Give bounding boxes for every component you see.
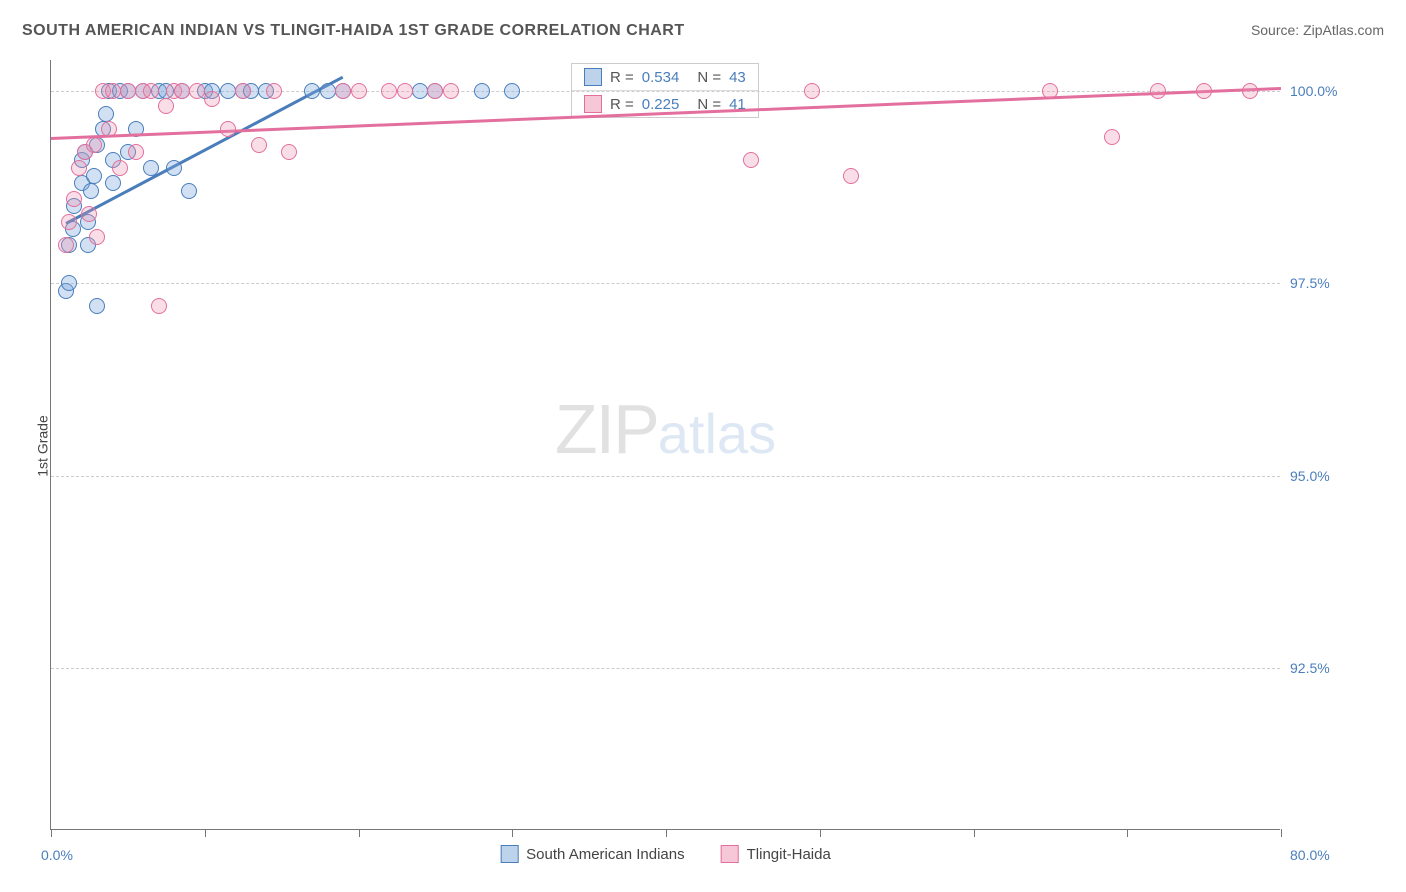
data-point-s2 (427, 83, 443, 99)
watermark: ZIPatlas (555, 389, 776, 469)
r-value-s2: 0.225 (642, 96, 680, 113)
series-name-s2: Tlingit-Haida (747, 846, 831, 863)
x-tick (666, 829, 667, 837)
data-point-s2 (443, 83, 459, 99)
data-point-s2 (235, 83, 251, 99)
data-point-s2 (1104, 129, 1120, 145)
data-point-s2 (1196, 83, 1212, 99)
data-point-s2 (1150, 83, 1166, 99)
data-point-s2 (86, 137, 102, 153)
data-point-s2 (174, 83, 190, 99)
x-axis-min-label: 0.0% (41, 847, 73, 863)
watermark-right: atlas (658, 402, 776, 465)
data-point-s1 (166, 160, 182, 176)
data-point-s2 (220, 121, 236, 137)
x-tick (820, 829, 821, 837)
r-label: R = (610, 96, 634, 113)
x-tick (205, 829, 206, 837)
data-point-s1 (61, 275, 77, 291)
data-point-s2 (143, 83, 159, 99)
chart-title: SOUTH AMERICAN INDIAN VS TLINGIT-HAIDA 1… (22, 22, 685, 40)
watermark-left: ZIP (555, 390, 658, 468)
swatch-s2-icon (721, 845, 739, 863)
data-point-s1 (89, 298, 105, 314)
legend-row-s1: R = 0.534 N = 43 (572, 64, 758, 90)
data-point-s1 (320, 83, 336, 99)
data-point-s2 (266, 83, 282, 99)
data-point-s2 (71, 160, 87, 176)
data-point-s2 (804, 83, 820, 99)
data-point-s2 (66, 191, 82, 207)
data-point-s2 (381, 83, 397, 99)
data-point-s2 (58, 237, 74, 253)
y-tick-label: 97.5% (1290, 275, 1370, 291)
data-point-s2 (101, 121, 117, 137)
data-point-s2 (105, 83, 121, 99)
source-label: Source: ZipAtlas.com (1251, 22, 1384, 38)
data-point-s2 (89, 229, 105, 245)
x-tick (1281, 829, 1282, 837)
data-point-s2 (1242, 83, 1258, 99)
data-point-s1 (474, 83, 490, 99)
swatch-s2-icon (584, 95, 602, 113)
r-label: R = (610, 69, 634, 86)
data-point-s2 (843, 168, 859, 184)
swatch-s1-icon (500, 845, 518, 863)
data-point-s2 (335, 83, 351, 99)
data-point-s2 (281, 144, 297, 160)
data-point-s2 (1042, 83, 1058, 99)
data-point-s2 (112, 160, 128, 176)
data-point-s1 (98, 106, 114, 122)
y-axis-label: 1st Grade (35, 415, 51, 476)
gridline (51, 668, 1280, 669)
series-name-s1: South American Indians (526, 846, 684, 863)
data-point-s2 (81, 206, 97, 222)
data-point-s2 (189, 83, 205, 99)
x-axis-max-label: 80.0% (1290, 847, 1390, 863)
y-tick-label: 95.0% (1290, 468, 1370, 484)
data-point-s1 (83, 183, 99, 199)
legend-item-s1: South American Indians (500, 845, 684, 863)
data-point-s2 (128, 144, 144, 160)
legend-item-s2: Tlingit-Haida (721, 845, 831, 863)
scatter-plot: ZIPatlas R = 0.534 N = 43 R = 0.225 N = … (50, 60, 1280, 830)
x-tick (974, 829, 975, 837)
data-point-s2 (204, 91, 220, 107)
x-tick (359, 829, 360, 837)
x-tick (1127, 829, 1128, 837)
data-point-s1 (412, 83, 428, 99)
data-point-s2 (151, 298, 167, 314)
n-label: N = (697, 69, 721, 86)
x-tick (512, 829, 513, 837)
data-point-s2 (743, 152, 759, 168)
data-point-s1 (143, 160, 159, 176)
data-point-s1 (86, 168, 102, 184)
gridline (51, 476, 1280, 477)
series-legend: South American Indians Tlingit-Haida (500, 845, 831, 863)
data-point-s1 (181, 183, 197, 199)
y-tick-label: 92.5% (1290, 660, 1370, 676)
data-point-s2 (120, 83, 136, 99)
r-value-s1: 0.534 (642, 69, 680, 86)
data-point-s2 (397, 83, 413, 99)
x-tick (51, 829, 52, 837)
data-point-s1 (304, 83, 320, 99)
data-point-s2 (351, 83, 367, 99)
data-point-s1 (105, 175, 121, 191)
data-point-s2 (158, 98, 174, 114)
gridline (51, 283, 1280, 284)
data-point-s2 (251, 137, 267, 153)
swatch-s1-icon (584, 68, 602, 86)
data-point-s1 (220, 83, 236, 99)
data-point-s2 (61, 214, 77, 230)
n-value-s1: 43 (729, 69, 746, 86)
y-tick-label: 100.0% (1290, 83, 1370, 99)
data-point-s1 (504, 83, 520, 99)
